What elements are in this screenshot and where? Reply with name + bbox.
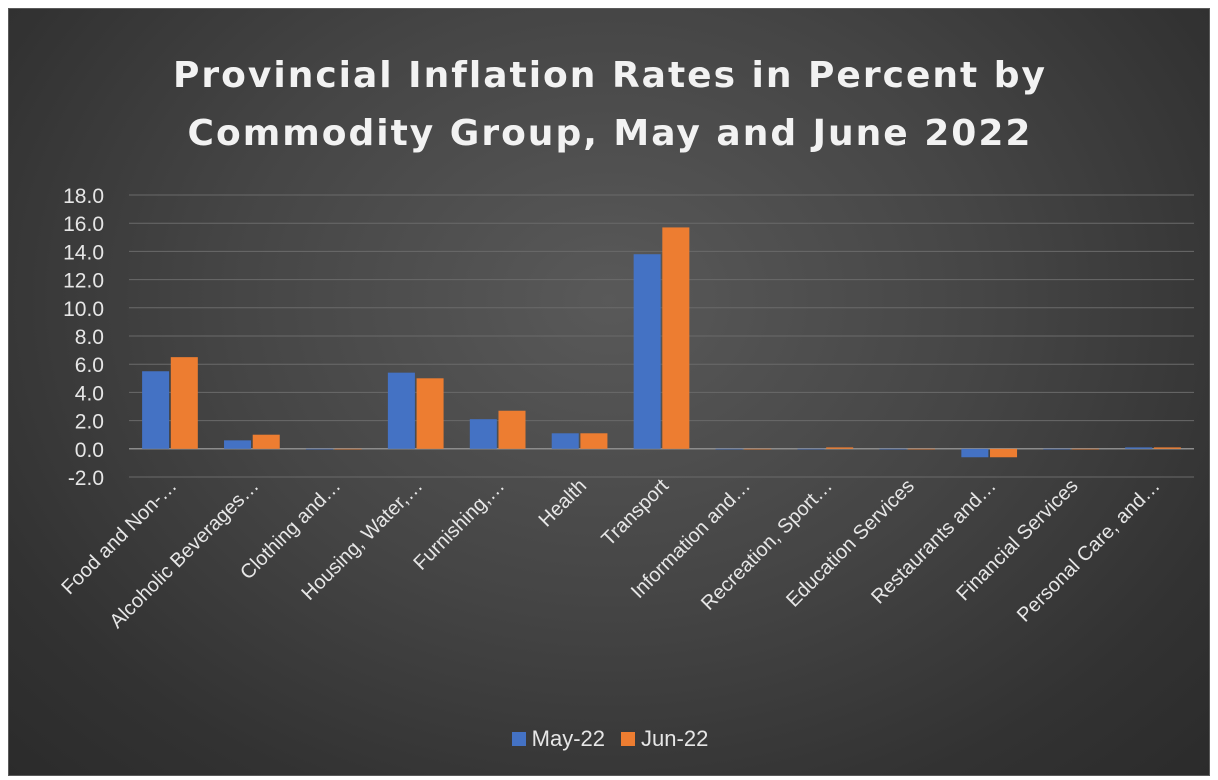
y-tick-label: 2.0	[75, 411, 104, 434]
plot-area: -2.00.02.04.06.08.010.012.014.016.018.0F…	[57, 185, 1194, 633]
y-tick-label: 8.0	[75, 326, 104, 349]
y-tick-label: 10.0	[63, 298, 104, 321]
bar-jun-22	[170, 357, 198, 449]
x-tick-label: Personal Care, and…	[1013, 475, 1165, 627]
y-tick-label: 18.0	[63, 185, 104, 208]
bar-may-22	[551, 433, 579, 449]
y-tick-label: 6.0	[75, 354, 104, 377]
bar-may-22	[715, 448, 743, 450]
bar-jun-22	[990, 448, 1018, 458]
bar-may-22	[879, 448, 907, 450]
y-tick-label: 12.0	[63, 270, 104, 293]
bar-may-22	[469, 419, 497, 449]
x-tick-label: Transport	[597, 475, 673, 551]
y-tick-label: 4.0	[75, 382, 104, 405]
y-tick-label: 16.0	[63, 213, 104, 236]
bar-jun-22	[1153, 447, 1181, 449]
legend-item-jun: Jun-22	[621, 726, 708, 752]
chart-title-line-2: Commodity Group, May and June 2022	[187, 113, 1033, 154]
bar-jun-22	[334, 448, 362, 450]
bar-jun-22	[416, 378, 444, 449]
x-tick-label: Health	[535, 475, 591, 531]
legend-item-may: May-22	[511, 726, 606, 752]
bar-jun-22	[252, 434, 280, 449]
legend-label-may: May-22	[531, 726, 606, 751]
bar-jun-22	[662, 227, 690, 449]
bar-jun-22	[498, 410, 526, 449]
x-tick-label: Alcoholic Beverages…	[106, 475, 264, 633]
bar-may-22	[1125, 447, 1153, 449]
bar-may-22	[633, 254, 661, 449]
legend-swatch-jun	[621, 732, 636, 746]
bar-may-22	[961, 448, 989, 458]
bar-may-22	[797, 448, 825, 450]
bar-may-22	[387, 372, 415, 449]
bar-jun-22	[826, 447, 854, 449]
y-tick-label: 0.0	[75, 439, 104, 462]
bar-jun-22	[580, 433, 608, 449]
bar-may-22	[142, 371, 170, 449]
bar-may-22	[1043, 448, 1071, 450]
legend-label-jun: Jun-22	[641, 726, 709, 751]
bar-jun-22	[908, 448, 936, 450]
legend-swatch-may	[511, 732, 526, 746]
legend: May-22 Jun-22	[9, 726, 1209, 752]
bar-may-22	[224, 440, 252, 449]
chart-title: Provincial Inflation Rates in Percent by…	[9, 47, 1209, 163]
bar-jun-22	[744, 448, 772, 450]
chart-area: Provincial Inflation Rates in Percent by…	[8, 8, 1210, 776]
bar-may-22	[305, 448, 333, 450]
y-tick-label: -2.0	[68, 467, 104, 490]
y-tick-label: 14.0	[63, 241, 104, 264]
chart-title-line-1: Provincial Inflation Rates in Percent by	[173, 55, 1047, 96]
bar-jun-22	[1071, 448, 1099, 450]
